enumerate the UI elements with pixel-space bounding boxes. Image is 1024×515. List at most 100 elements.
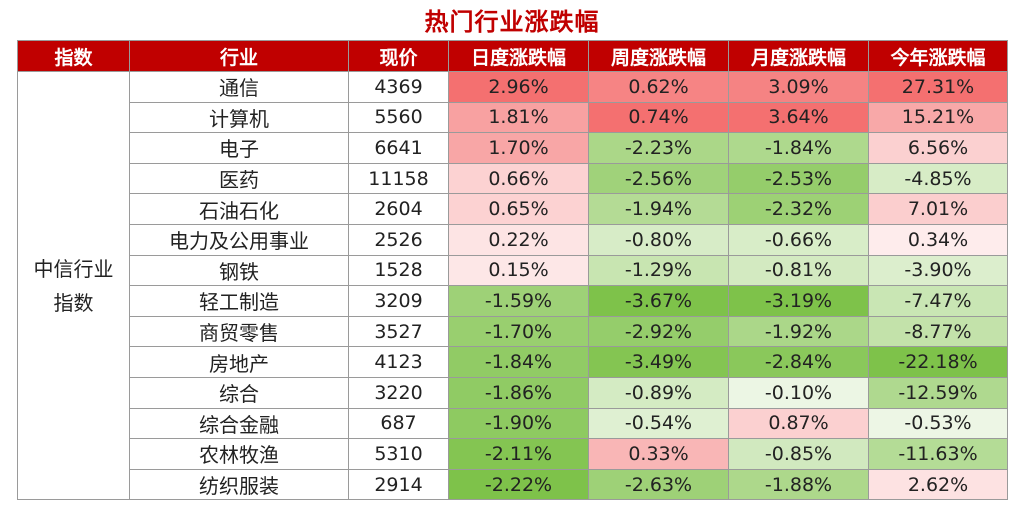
cell-month-change: -0.81% xyxy=(728,254,869,287)
cell-week-change: 0.62% xyxy=(588,71,729,103)
cell-name: 通信 xyxy=(129,71,349,103)
cell-price: 3527 xyxy=(348,315,449,348)
cell-price: 687 xyxy=(348,407,449,440)
header-industry: 行业 xyxy=(129,40,349,72)
cell-day-change: 0.65% xyxy=(448,193,589,225)
table-title: 热门行业涨跌幅 xyxy=(424,8,600,36)
cell-ytd-change: -4.85% xyxy=(868,162,1008,195)
cell-week-change: -1.29% xyxy=(588,254,729,287)
cell-price: 3220 xyxy=(348,376,449,409)
header-price: 现价 xyxy=(348,40,449,72)
cell-day-change: 0.66% xyxy=(448,162,589,195)
table-row: 商贸零售 3527 -1.70% -2.92% -1.92% -8.77% xyxy=(18,315,1008,348)
cell-day-change: 1.81% xyxy=(448,101,589,134)
cell-week-change: -3.67% xyxy=(588,285,729,317)
report-container: 热门行业涨跌幅 指数 行业 现价 日度涨跌幅 周度涨跌幅 月度涨跌幅 今年涨跌幅… xyxy=(17,0,1008,501)
cell-week-change: -0.54% xyxy=(588,407,729,440)
cell-ytd-change: 0.34% xyxy=(868,223,1008,256)
industry-change-table: 指数 行业 现价 日度涨跌幅 周度涨跌幅 月度涨跌幅 今年涨跌幅 中信行业 指数… xyxy=(17,40,1008,501)
cell-week-change: -2.56% xyxy=(588,162,729,195)
cell-name: 钢铁 xyxy=(129,254,349,287)
cell-price: 4123 xyxy=(348,346,449,378)
cell-day-change: -1.70% xyxy=(448,315,589,348)
header-index: 指数 xyxy=(17,40,130,72)
cell-name: 医药 xyxy=(129,162,349,195)
header-row: 指数 行业 现价 日度涨跌幅 周度涨跌幅 月度涨跌幅 今年涨跌幅 xyxy=(17,40,1008,72)
cell-price: 3209 xyxy=(348,285,449,317)
cell-price: 4369 xyxy=(348,71,449,103)
cell-week-change: -3.49% xyxy=(588,346,729,378)
cell-day-change: -1.59% xyxy=(448,285,589,317)
cell-day-change: -2.11% xyxy=(448,438,589,470)
cell-ytd-change: 27.31% xyxy=(868,71,1008,103)
cell-name: 石油石化 xyxy=(129,193,349,225)
cell-price: 1528 xyxy=(348,254,449,287)
cell-month-change: -2.53% xyxy=(728,162,869,195)
cell-name: 房地产 xyxy=(129,346,349,378)
cell-day-change: 1.70% xyxy=(448,132,589,164)
cell-ytd-change: 15.21% xyxy=(868,101,1008,134)
cell-week-change: 0.74% xyxy=(588,101,729,134)
cell-name: 电子 xyxy=(129,132,349,164)
cell-ytd-change: -3.90% xyxy=(868,254,1008,287)
table-row: 电子 6641 1.70% -2.23% -1.84% 6.56% xyxy=(18,132,1008,164)
cell-name: 商贸零售 xyxy=(129,315,349,348)
table-row: 钢铁 1528 0.15% -1.29% -0.81% -3.90% xyxy=(18,254,1008,287)
cell-price: 11158 xyxy=(348,162,449,195)
table-row: 石油石化 2604 0.65% -1.94% -2.32% 7.01% xyxy=(18,193,1008,225)
table-row: 综合金融 687 -1.90% -0.54% 0.87% -0.53% xyxy=(18,407,1008,440)
table-row: 综合 3220 -1.86% -0.89% -0.10% -12.59% xyxy=(18,376,1008,409)
cell-ytd-change: -22.18% xyxy=(868,346,1008,378)
cell-month-change: 3.64% xyxy=(728,101,869,134)
table-body: 中信行业 指数 通信 4369 2.96% 0.62% 3.09% 27.31% 计算机 556… xyxy=(17,70,1008,501)
cell-price: 6641 xyxy=(348,132,449,164)
cell-month-change: -2.32% xyxy=(728,193,869,225)
cell-ytd-change: 7.01% xyxy=(868,193,1008,225)
cell-ytd-change: -8.77% xyxy=(868,315,1008,348)
cell-ytd-change: -0.53% xyxy=(868,407,1008,440)
cell-week-change: -2.63% xyxy=(588,468,729,501)
cell-day-change: -2.22% xyxy=(448,468,589,501)
cell-price: 5310 xyxy=(348,438,449,470)
header-month-change: 月度涨跌幅 xyxy=(728,40,869,72)
cell-week-change: -0.80% xyxy=(588,223,729,256)
cell-day-change: 0.15% xyxy=(448,254,589,287)
cell-week-change: -1.94% xyxy=(588,193,729,225)
cell-week-change: -0.89% xyxy=(588,376,729,409)
cell-week-change: -2.23% xyxy=(588,132,729,164)
cell-month-change: -1.92% xyxy=(728,315,869,348)
table-row: 计算机 5560 1.81% 0.74% 3.64% 15.21% xyxy=(18,101,1008,134)
cell-month-change: -0.85% xyxy=(728,438,869,470)
cell-ytd-change: -12.59% xyxy=(868,376,1008,409)
cell-name: 电力及公用事业 xyxy=(129,223,349,256)
cell-price: 2914 xyxy=(348,468,449,501)
cell-price: 5560 xyxy=(348,101,449,134)
cell-month-change: -3.19% xyxy=(728,285,869,317)
header-day-change: 日度涨跌幅 xyxy=(448,40,589,72)
cell-name: 计算机 xyxy=(129,101,349,134)
cell-name: 纺织服装 xyxy=(129,468,349,501)
cell-month-change: -2.84% xyxy=(728,346,869,378)
table-row: 电力及公用事业 2526 0.22% -0.80% -0.66% 0.34% xyxy=(18,223,1008,256)
cell-day-change: 2.96% xyxy=(448,71,589,103)
cell-month-change: -0.66% xyxy=(728,223,869,256)
cell-day-change: -1.86% xyxy=(448,376,589,409)
cell-month-change: -1.88% xyxy=(728,468,869,501)
table-row: 纺织服装 2914 -2.22% -2.63% -1.88% 2.62% xyxy=(18,468,1008,501)
table-row: 医药 11158 0.66% -2.56% -2.53% -4.85% xyxy=(18,162,1008,195)
cell-day-change: -1.84% xyxy=(448,346,589,378)
cell-month-change: -0.10% xyxy=(728,376,869,409)
cell-name: 综合 xyxy=(129,376,349,409)
cell-ytd-change: 6.56% xyxy=(868,132,1008,164)
header-ytd-change: 今年涨跌幅 xyxy=(868,40,1008,72)
cell-month-change: -1.84% xyxy=(728,132,869,164)
header-week-change: 周度涨跌幅 xyxy=(588,40,729,72)
cell-day-change: 0.22% xyxy=(448,223,589,256)
cell-month-change: 0.87% xyxy=(728,407,869,440)
table-row: 房地产 4123 -1.84% -3.49% -2.84% -22.18% xyxy=(18,346,1008,378)
cell-ytd-change: 2.62% xyxy=(868,468,1008,501)
table-row: 中信行业 指数 通信 4369 2.96% 0.62% 3.09% 27.31% xyxy=(17,70,1008,501)
cell-name: 轻工制造 xyxy=(129,285,349,317)
cell-ytd-change: -7.47% xyxy=(868,285,1008,317)
table-row: 农林牧渔 5310 -2.11% 0.33% -0.85% -11.63% xyxy=(18,438,1008,470)
